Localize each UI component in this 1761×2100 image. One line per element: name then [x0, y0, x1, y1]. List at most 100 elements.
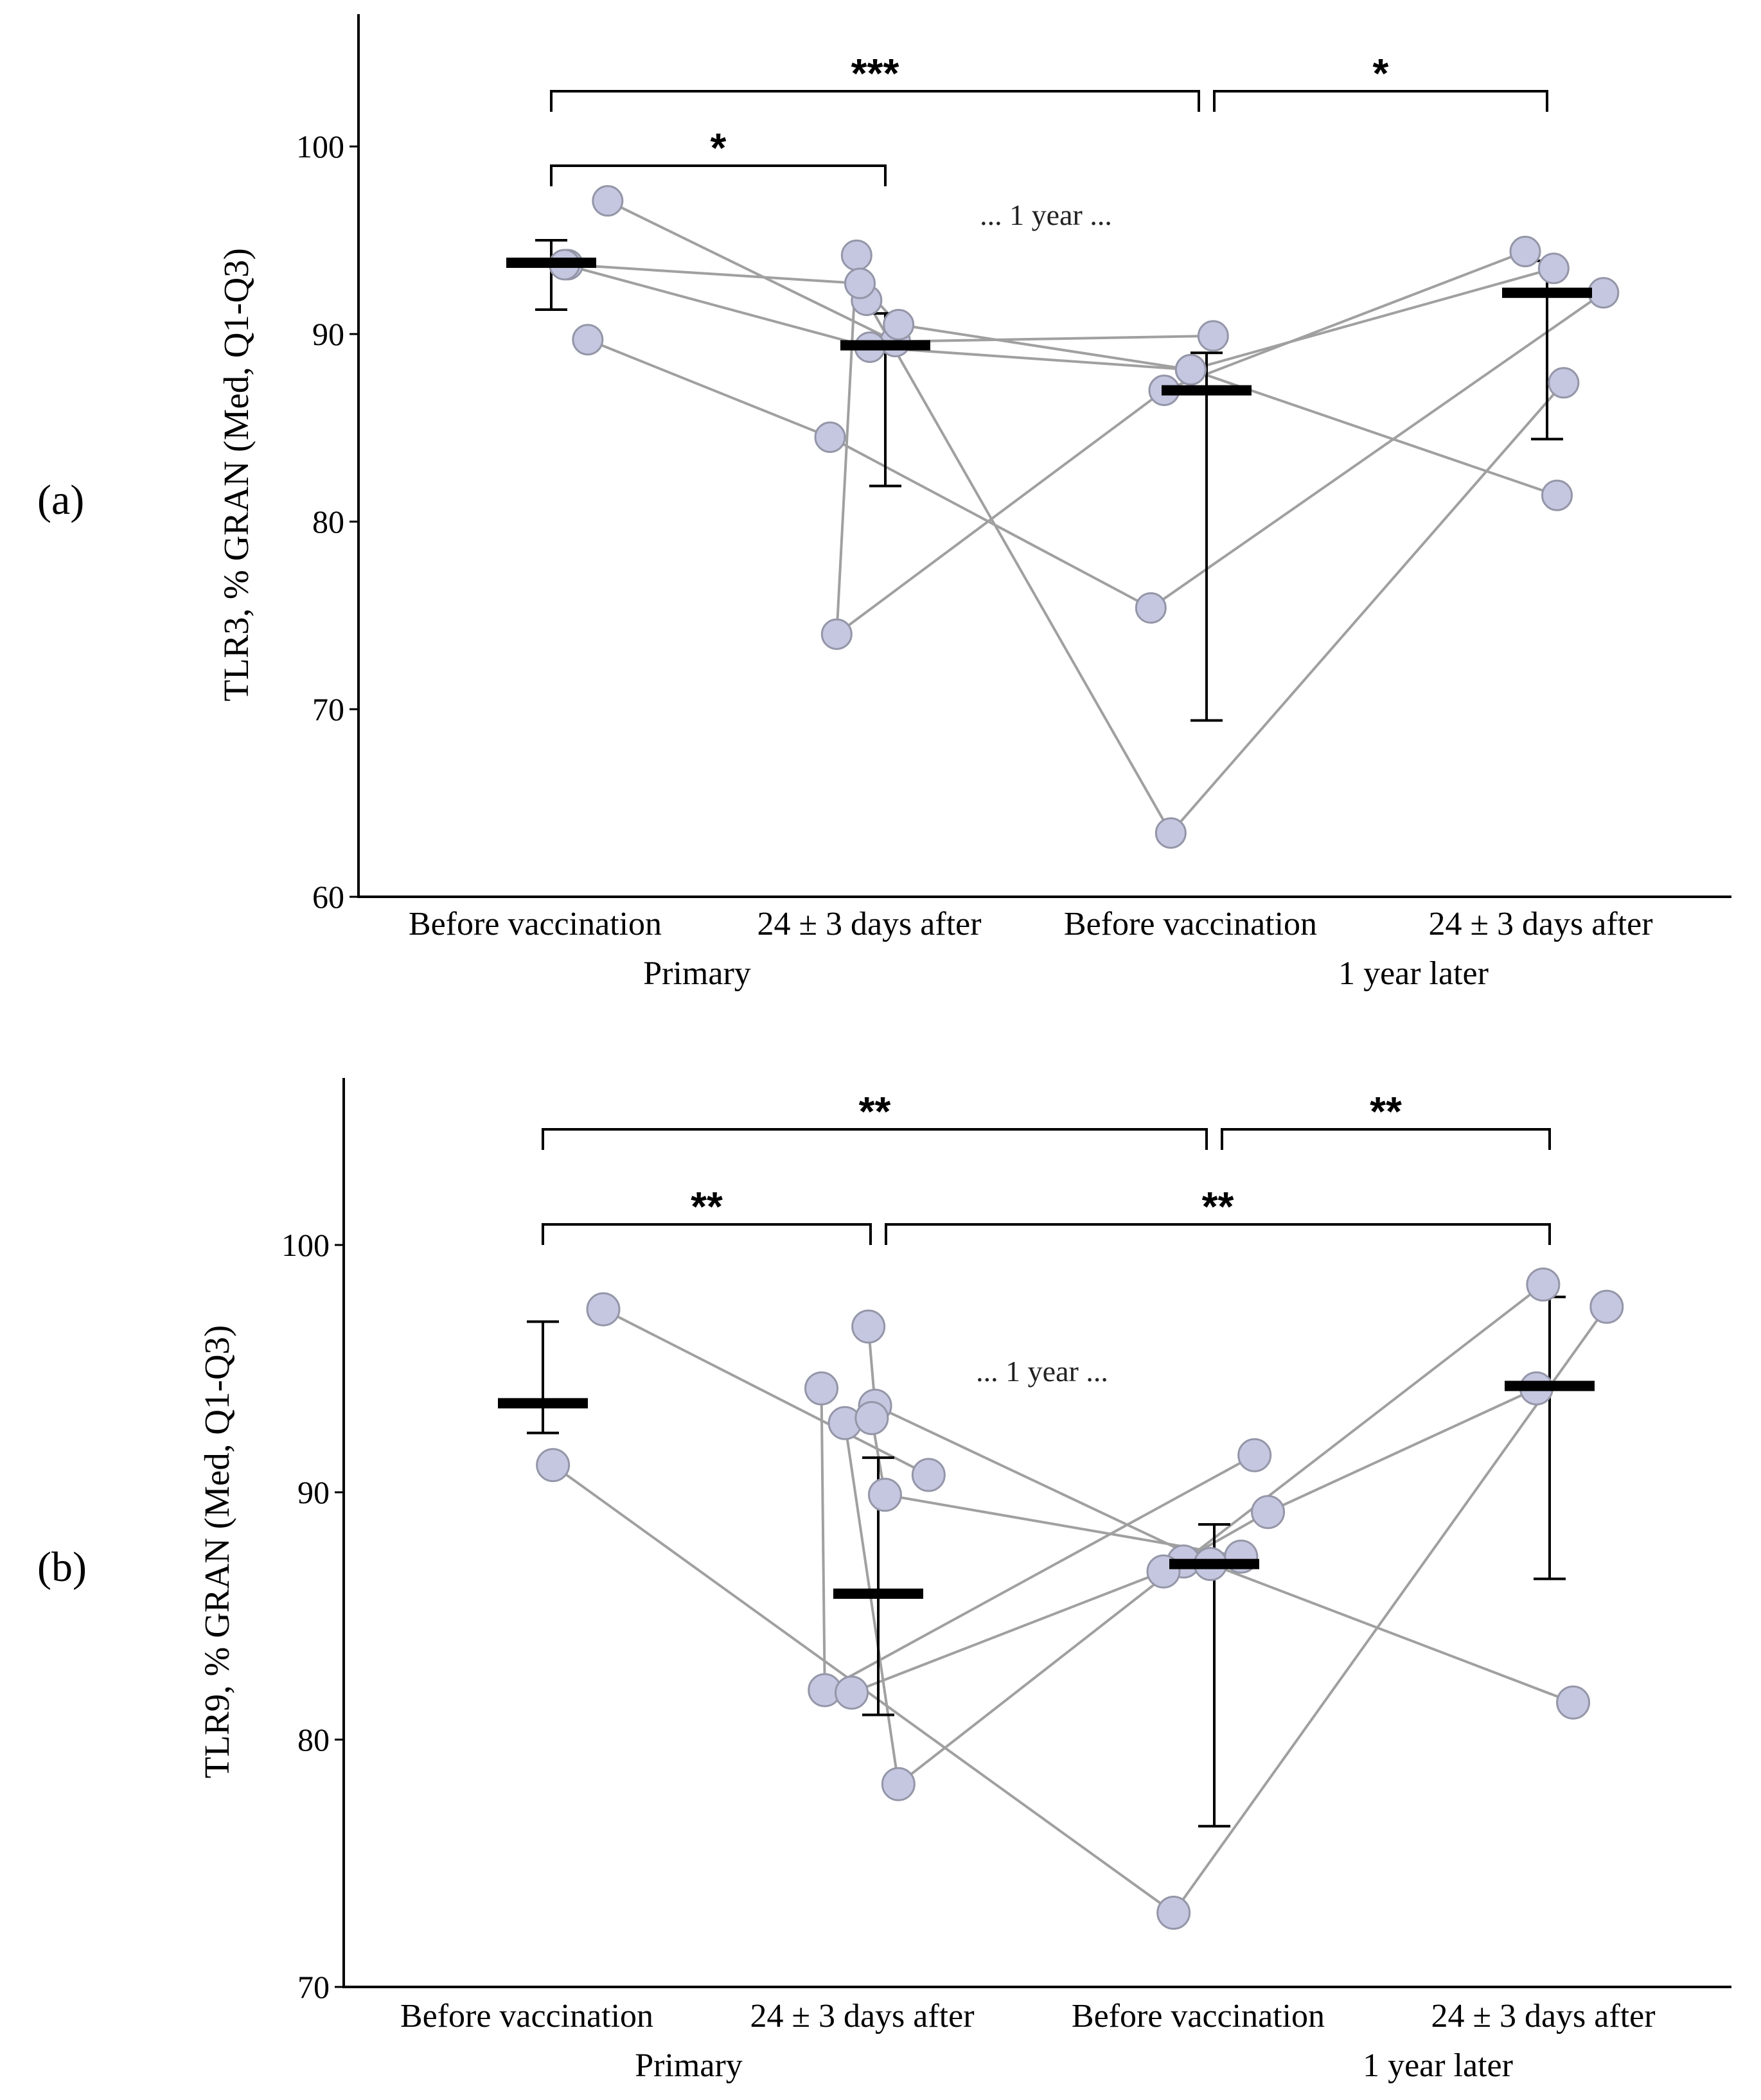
significance-label: *	[1373, 50, 1389, 96]
y-tick-label: 60	[312, 879, 344, 915]
data-point	[1541, 479, 1573, 511]
data-point	[1589, 1289, 1624, 1324]
x-tick-label: 24 ± 3 days after	[757, 906, 981, 942]
y-tick-label: 70	[297, 1969, 330, 2005]
x-tick-label: 24 ± 3 days after	[750, 1998, 974, 2034]
data-point	[1251, 1495, 1286, 1530]
significance-bracket: *	[1213, 50, 1548, 112]
bracket-line	[542, 1128, 1208, 1150]
bracket-line	[550, 164, 887, 186]
subject-line	[851, 1387, 1537, 1694]
data-point	[1237, 1438, 1272, 1472]
x-tick-label: Before vaccination	[409, 906, 662, 942]
median-bar	[506, 258, 596, 269]
data-point	[835, 1675, 869, 1710]
group-label: 1 year later	[1338, 955, 1489, 992]
chart-panel-a: 60 70 80 90 100 TLR3, % GRAN (Med, Q1-Q3) (a) B…	[37, 14, 1731, 992]
bracket-line	[885, 1223, 1551, 1245]
median-bar	[1162, 385, 1252, 396]
data-point	[592, 185, 624, 217]
median-bar	[840, 340, 930, 351]
y-tick-label: 80	[297, 1722, 330, 1758]
data-point	[804, 1371, 839, 1406]
significance-label: **	[1202, 1183, 1234, 1230]
bracket-line	[550, 90, 1200, 112]
significance-label: **	[1370, 1088, 1402, 1134]
x-tick-label: Before vaccination	[400, 1998, 653, 2034]
x-tick-label: 24 ± 3 days after	[1428, 906, 1652, 942]
significance-bracket: **	[1221, 1088, 1551, 1150]
data-point	[844, 267, 876, 299]
data-point	[536, 1448, 571, 1483]
x-tick-label: Before vaccination	[1064, 906, 1317, 942]
subject-line	[552, 1306, 1608, 1915]
data-point	[1135, 592, 1167, 624]
subject-line	[835, 250, 1526, 637]
median-bar	[498, 1398, 588, 1409]
y-tick-label: 100	[281, 1227, 330, 1263]
subject-line	[865, 299, 1565, 836]
median-iqr-bar	[527, 1320, 559, 1434]
data-point	[1588, 277, 1620, 309]
bracket-line	[542, 1223, 872, 1245]
data-point	[851, 1309, 886, 1344]
significance-bracket: *	[550, 125, 887, 186]
median-iqr-bar	[535, 239, 567, 312]
data-point	[1548, 367, 1580, 399]
gap-annotation: ... 1 year ...	[980, 199, 1112, 231]
significance-bracket: **	[542, 1183, 872, 1245]
median-iqr-bar	[1531, 260, 1563, 441]
significance-label: **	[691, 1183, 723, 1230]
significance-bracket: **	[542, 1088, 1208, 1150]
data-point	[840, 239, 872, 271]
y-axis-label: TLR3, % GRAN (Med, Q1-Q3)	[217, 248, 256, 701]
panel-label: (a)	[37, 477, 84, 524]
subject-line	[603, 1308, 930, 1476]
data-point	[586, 1292, 621, 1327]
subject-line	[844, 1284, 1544, 1787]
significance-bracket: **	[885, 1183, 1551, 1245]
y-tick-label: 90	[297, 1474, 330, 1510]
significance-label: *	[711, 125, 727, 171]
median-bar	[1505, 1381, 1595, 1391]
chart-panel-b: 70 80 90 100 TLR9, % GRAN (Med, Q1-Q3) (b) Bef…	[37, 1078, 1731, 2084]
data-point	[1197, 320, 1229, 352]
group-label: Primary	[643, 955, 751, 992]
group-label: Primary	[635, 2047, 743, 2084]
significance-bracket: ***	[550, 50, 1200, 112]
data-point	[1556, 1685, 1591, 1720]
subject-line	[564, 263, 1554, 371]
gap-annotation: ... 1 year ...	[976, 1355, 1108, 1388]
median-bar	[833, 1588, 923, 1599]
data-point	[911, 1458, 946, 1492]
data-point	[814, 421, 846, 454]
data-point	[820, 618, 853, 650]
panel-label: (b)	[37, 1544, 87, 1591]
significance-label: ***	[851, 50, 899, 96]
subject-line	[820, 1388, 1255, 1693]
data-point	[867, 1478, 902, 1512]
data-point	[1156, 1896, 1191, 1930]
data-point	[881, 1767, 916, 1801]
group-label: 1 year later	[1363, 2047, 1513, 2084]
bracket-line	[1221, 1128, 1551, 1150]
y-axis-label: TLR9, % GRAN (Med, Q1-Q3)	[197, 1325, 236, 1779]
median-iqr-bar	[1534, 1295, 1566, 1580]
data-point	[1509, 236, 1541, 268]
subject-line	[587, 292, 1604, 610]
data-point	[1174, 353, 1207, 385]
median-bar	[1502, 287, 1592, 298]
data-point	[1155, 817, 1187, 849]
y-tick-label: 100	[296, 128, 344, 164]
x-tick-label: 24 ± 3 days after	[1431, 1998, 1655, 2034]
subject-line	[867, 1326, 1574, 1704]
data-point	[1537, 252, 1570, 285]
subject-line	[567, 263, 1558, 497]
y-tick-label: 70	[312, 691, 344, 727]
median-bar	[1169, 1558, 1259, 1569]
data-point	[572, 324, 604, 356]
data-point	[854, 1401, 889, 1435]
bracket-line	[1213, 90, 1548, 112]
median-iqr-bar	[1190, 351, 1223, 722]
data-point	[1526, 1267, 1561, 1302]
